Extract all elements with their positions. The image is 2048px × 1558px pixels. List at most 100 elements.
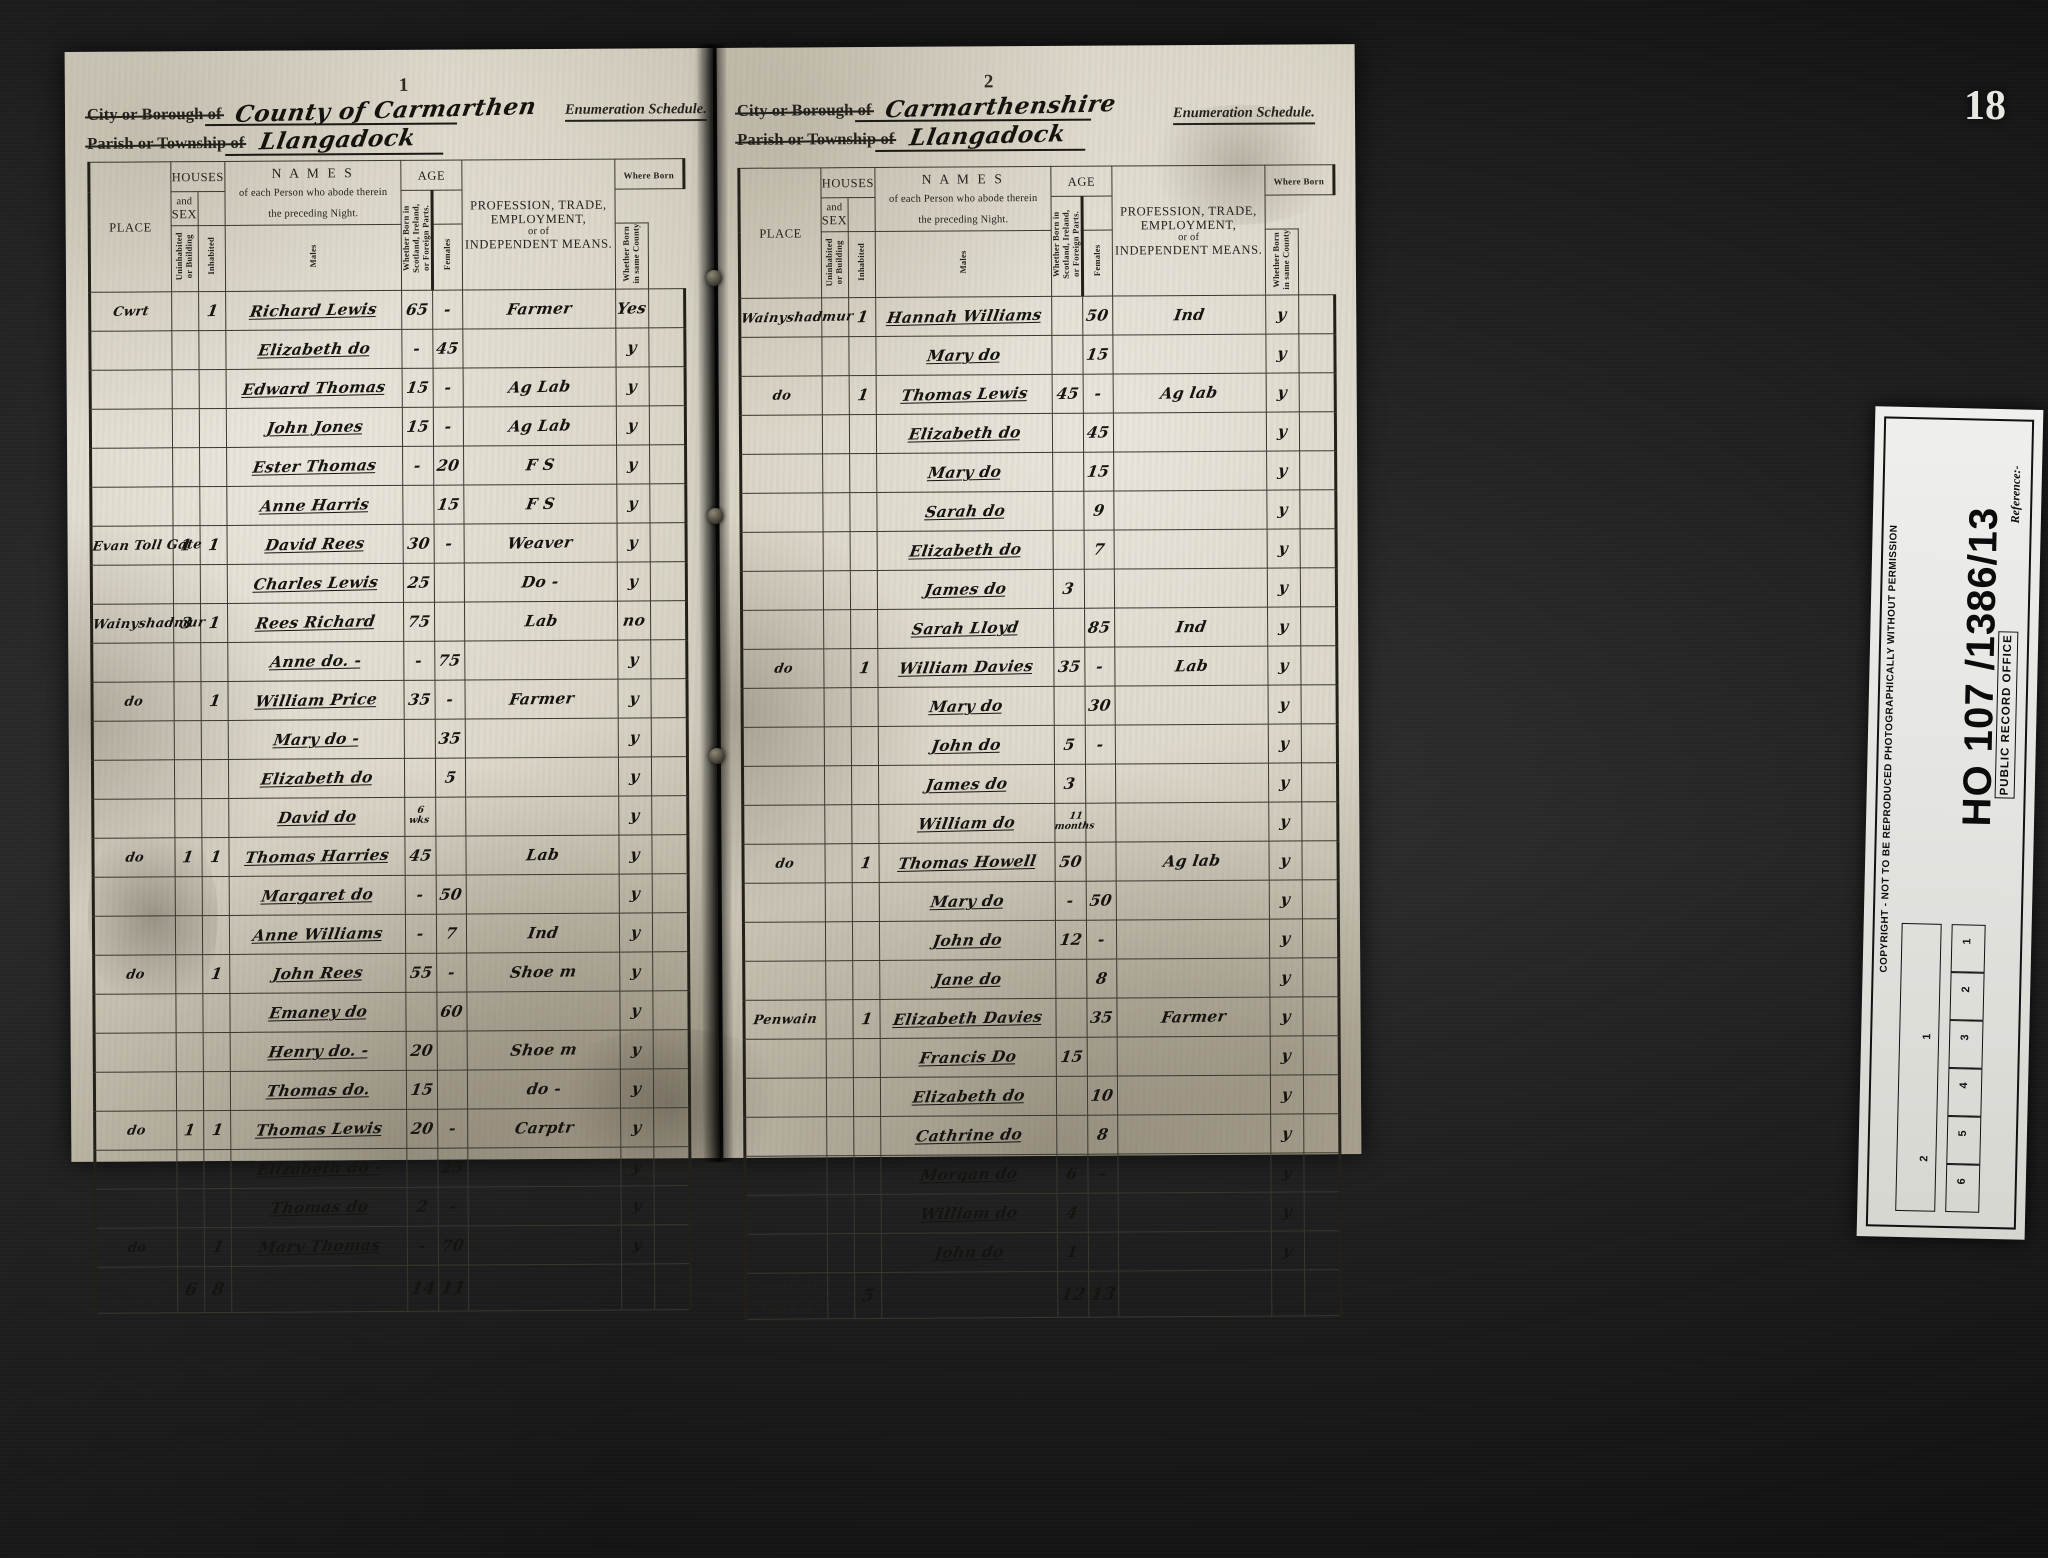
- cell-place-value: Wainyshadmur: [739, 309, 855, 327]
- cell-profession-value: Lab: [523, 610, 559, 631]
- table-row: Morgan do 6- y: [744, 1152, 1341, 1196]
- cell-born-elsewhere: [1303, 957, 1339, 997]
- cell-females-value: 50: [438, 884, 464, 904]
- cell-profession: do -: [467, 1069, 621, 1110]
- cell-born-same-county-value: y: [1280, 1045, 1293, 1065]
- cell-males: 6: [1057, 1154, 1088, 1194]
- cell-uninhabited: [823, 570, 851, 610]
- cell-born-same-county-value: y: [1276, 382, 1289, 402]
- cell-profession-value: Shoe m: [508, 1039, 579, 1060]
- cell-females-value: -: [443, 377, 453, 397]
- cell-place: do: [741, 648, 824, 689]
- cell-place: Evan Toll Gate: [91, 525, 203, 566]
- cell-profession: Ag Lab: [462, 367, 617, 408]
- cell-males: 65: [401, 290, 433, 330]
- left-census-table: PLACE HOUSES N A M E S of each Person wh…: [87, 158, 692, 1314]
- cell-males-value: 6 wks: [408, 804, 431, 826]
- cell-males: 25: [403, 563, 435, 603]
- cell-males-value: 55: [408, 962, 434, 983]
- cell-name: Mary do: [879, 881, 1056, 922]
- cell-females: -: [434, 680, 466, 720]
- cell-place: do: [742, 843, 825, 884]
- cell-born-same-county: y: [618, 795, 653, 836]
- cell-born-same-county: y: [1267, 606, 1302, 647]
- cell-born-same-county: y: [1270, 1074, 1304, 1115]
- cell-females: -: [433, 524, 465, 564]
- col-header-age-and: and SEX: [170, 191, 199, 226]
- cell-born-elsewhere: [653, 1068, 690, 1108]
- cell-name: Mary Thomas: [231, 1226, 408, 1267]
- table-row: James do 3 y: [742, 762, 1338, 806]
- right-total-profession-blank: [1118, 1270, 1272, 1318]
- col-header-houses: HOUSES: [170, 161, 226, 192]
- cell-males-value: 50: [1057, 851, 1084, 872]
- cell-born-elsewhere: [654, 1224, 691, 1264]
- cell-profession: Weaver: [463, 523, 618, 564]
- cell-profession: [1117, 1153, 1271, 1194]
- cell-males: -: [1055, 881, 1086, 921]
- cell-inhabited-value: 1: [205, 300, 220, 321]
- cell-females: 8: [1086, 959, 1117, 999]
- cell-born-same-county-value: y: [1277, 538, 1290, 558]
- cell-born-same-county: y: [1267, 645, 1302, 686]
- cell-profession: [1113, 451, 1267, 492]
- cell-females: -: [1084, 725, 1116, 765]
- cell-name: William do: [881, 1193, 1058, 1234]
- cell-females: 15: [1083, 452, 1114, 492]
- cell-inhabited: [204, 1188, 232, 1228]
- cell-males: 5: [1054, 725, 1086, 765]
- cell-place: [92, 798, 175, 839]
- cell-males: [1052, 335, 1083, 375]
- cell-born-elsewhere: [653, 990, 690, 1030]
- left-table-head: PLACE HOUSES N A M E S of each Person wh…: [88, 158, 685, 293]
- cell-profession: Farmer: [464, 679, 619, 720]
- cell-name: Anne Harris: [226, 485, 404, 526]
- cell-place: [741, 531, 824, 572]
- cell-females-value: -: [1096, 929, 1107, 949]
- cell-profession-value: Ag lab: [1159, 382, 1220, 403]
- cell-inhabited-value: 1: [857, 657, 872, 678]
- cell-females: 25: [437, 1148, 468, 1188]
- cell-males-value: 65: [404, 299, 430, 320]
- cell-males: -: [407, 1226, 439, 1266]
- cell-born-same-county-value: y: [630, 1000, 643, 1020]
- cell-profession: [1112, 334, 1266, 375]
- table-row: Mary do - 35 y: [92, 717, 688, 761]
- cell-uninhabited: [173, 642, 201, 682]
- cell-uninhabited: [171, 369, 200, 409]
- table-row: Elizabeth do 45 y: [740, 411, 1336, 455]
- col-header-where-born: Where Born: [614, 158, 684, 190]
- cell-place: [745, 1233, 828, 1274]
- cell-name: Henry do. -: [230, 1031, 407, 1072]
- cell-inhabited: 1: [198, 291, 227, 331]
- cell-uninhabited: [172, 408, 200, 448]
- cell-born-same-county: y: [615, 327, 650, 368]
- cell-females-value: 9: [1091, 500, 1106, 520]
- cell-name: Sarah Lloyd: [877, 608, 1054, 649]
- cell-born-same-county-value: y: [626, 337, 639, 357]
- cell-name: Mary do: [876, 452, 1053, 493]
- table-row: Elizabeth do 7 y: [741, 528, 1337, 572]
- cell-name-value: Elizabeth do: [907, 422, 1023, 444]
- cell-born-elsewhere: [1300, 567, 1337, 607]
- table-row: do 1 1 Thomas Harries 45 Lab y: [92, 834, 689, 878]
- cell-females-value: 15: [1085, 461, 1111, 481]
- cell-inhabited: [202, 876, 230, 916]
- cell-born-same-county: y: [620, 1107, 655, 1148]
- cell-born-elsewhere: [1298, 294, 1335, 334]
- table-row: Cwrt 1 Richard Lewis 65- Farmer Yes: [89, 288, 685, 332]
- cell-inhabited-value: 1: [859, 1008, 874, 1029]
- cell-name-value: Thomas Lewis: [254, 1118, 384, 1140]
- col-header-born-same-county: Whether Born in same County: [1265, 228, 1299, 296]
- cell-males-value: -: [415, 884, 426, 904]
- table-row: do 1 William Price 35- Farmer y: [91, 678, 688, 722]
- cell-profession-value: Ag lab: [1162, 850, 1223, 871]
- reference-scale-ruler: 1 2 3 4 5 6 1 2: [1867, 922, 1986, 1224]
- cell-born-same-county-value: y: [1278, 655, 1291, 675]
- cell-females-value: 8: [1094, 968, 1109, 988]
- cell-name-value: Charles Lewis: [251, 572, 380, 594]
- cell-place: [95, 1188, 178, 1229]
- cell-inhabited: [853, 1116, 882, 1156]
- cell-name: Thomas Howell: [879, 842, 1056, 883]
- cell-females: 35: [434, 719, 466, 759]
